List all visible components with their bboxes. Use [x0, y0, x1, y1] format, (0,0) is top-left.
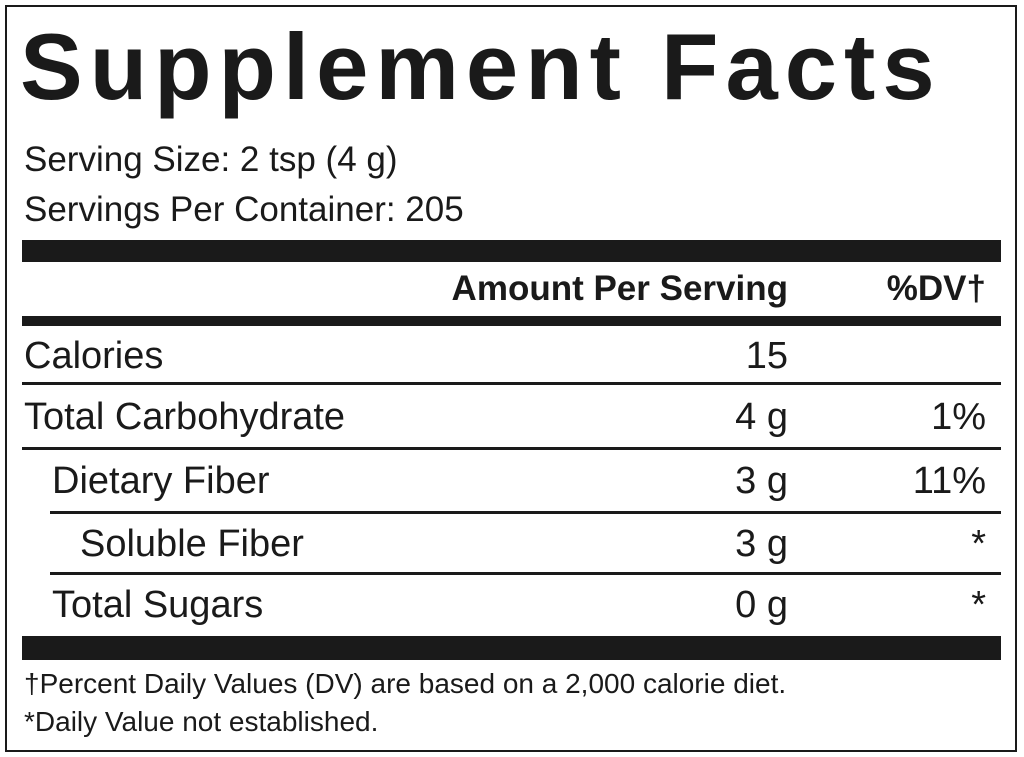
nutrient-amount: 3 g	[735, 460, 788, 502]
rule	[50, 572, 1001, 575]
nutrient-amount: 3 g	[735, 523, 788, 565]
nutrient-row: Soluble Fiber 3 g *	[0, 514, 1024, 574]
nutrient-name: Soluble Fiber	[80, 523, 304, 565]
nutrient-row: Dietary Fiber 3 g 11%	[0, 451, 1024, 511]
medium-rule	[22, 316, 1001, 326]
footnote: †Percent Daily Values (DV) are based on …	[24, 668, 787, 699]
nutrient-amount: 0 g	[735, 584, 788, 626]
thick-rule	[22, 636, 1001, 660]
footnote: *Daily Value not established.	[24, 706, 379, 737]
nutrient-name: Calories	[24, 335, 164, 377]
nutrient-amount: 15	[745, 335, 788, 377]
nutrient-dv: *	[971, 523, 986, 565]
title: Supplement Facts	[20, 14, 942, 119]
rule	[50, 511, 1001, 514]
nutrient-amount: 4 g	[735, 396, 788, 438]
nutrient-dv: 1%	[931, 396, 986, 438]
servings-per-container: Servings Per Container: 205	[24, 190, 464, 229]
rule	[22, 382, 1001, 385]
nutrient-name: Dietary Fiber	[52, 460, 270, 502]
serving-size: Serving Size: 2 tsp (4 g)	[24, 140, 398, 179]
nutrient-dv: 11%	[912, 460, 986, 502]
dv-header: %DV†	[886, 269, 986, 308]
nutrient-row: Total Carbohydrate 4 g 1%	[0, 387, 1024, 447]
amount-header: Amount Per Serving	[451, 269, 788, 308]
label-border	[5, 5, 1017, 752]
thick-rule	[22, 240, 1001, 262]
nutrient-dv: *	[971, 584, 986, 626]
nutrient-row: Total Sugars 0 g *	[0, 575, 1024, 635]
nutrient-row: Calories 15	[0, 326, 1024, 386]
nutrient-name: Total Carbohydrate	[24, 396, 346, 438]
rule	[22, 447, 1001, 450]
nutrient-name: Total Sugars	[52, 584, 264, 626]
